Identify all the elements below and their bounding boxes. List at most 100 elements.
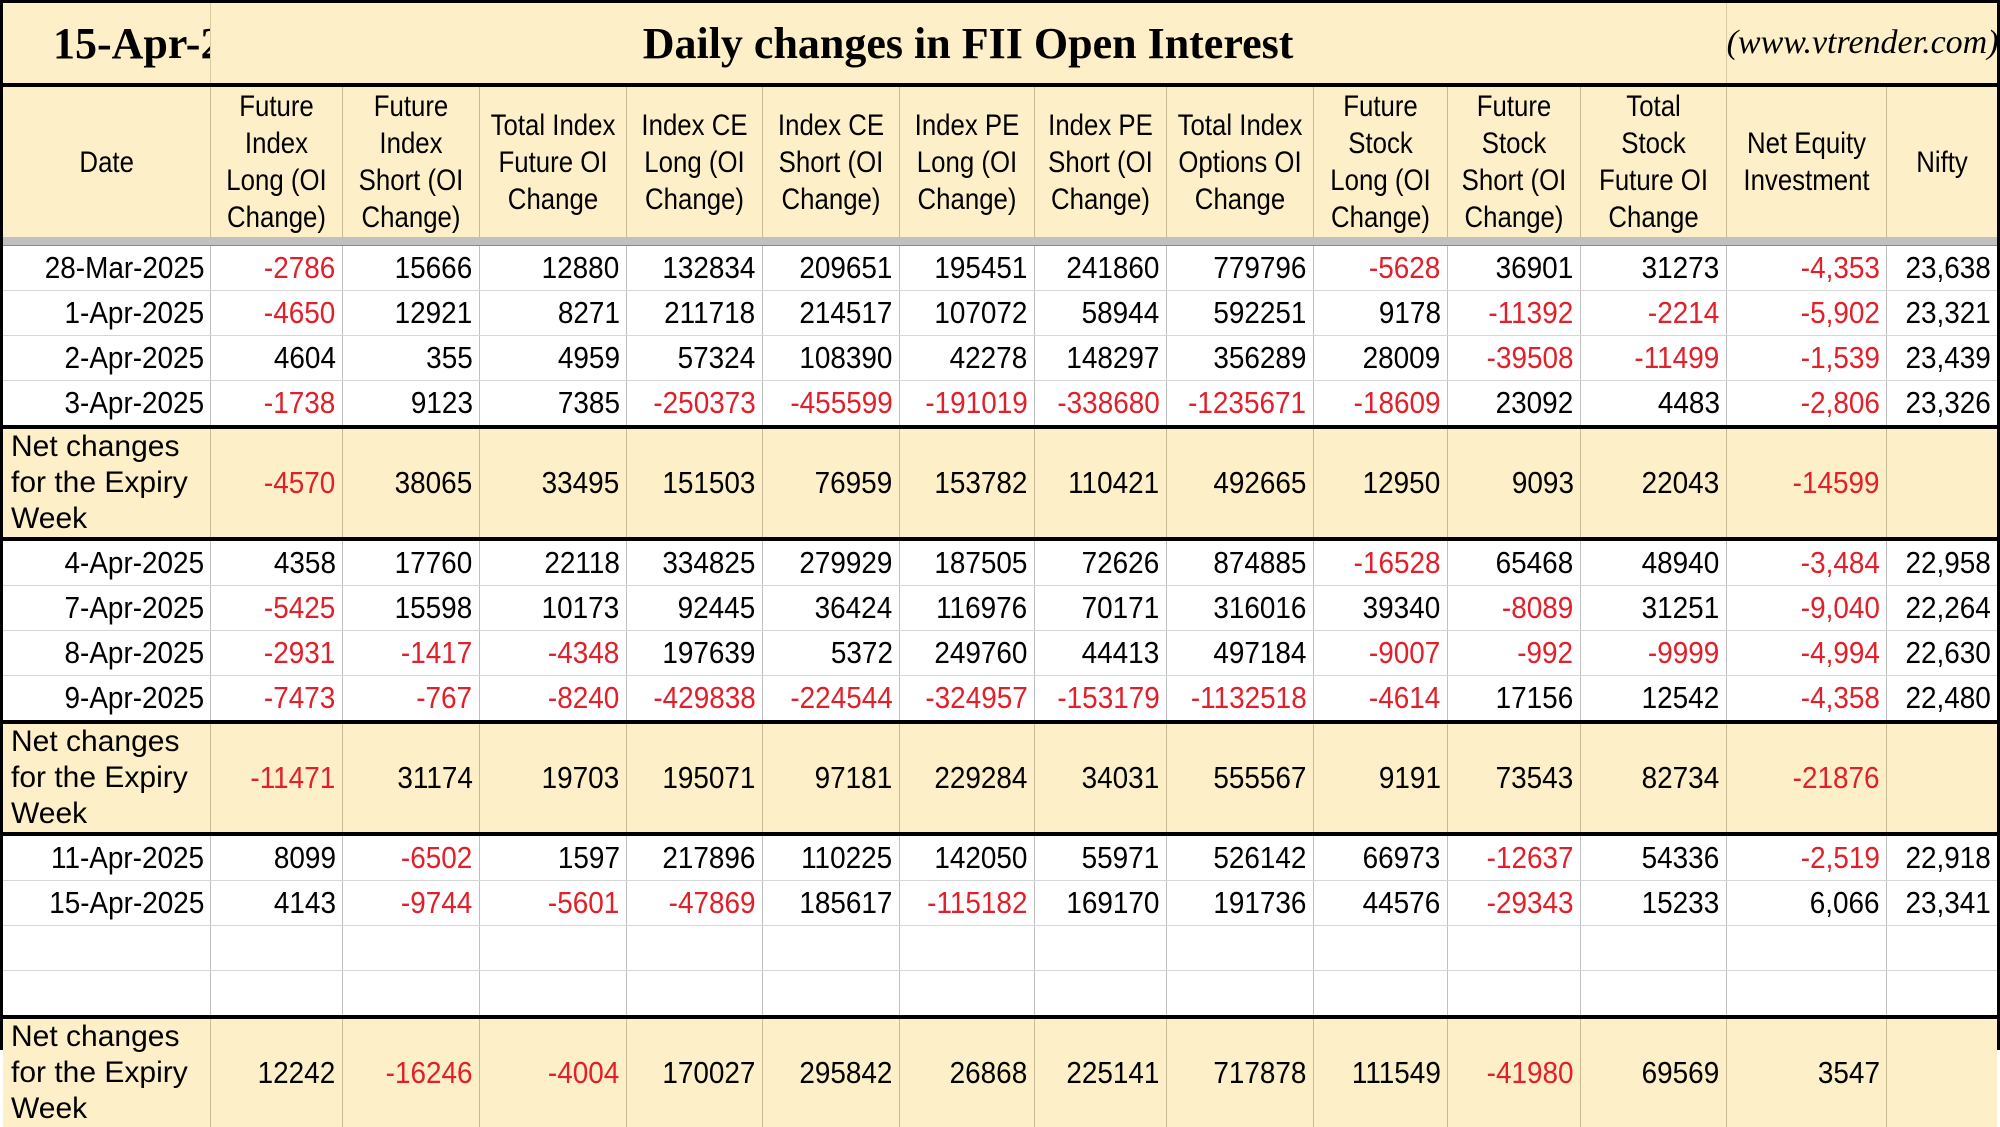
column-header: Future Index Long (OI Change): [210, 85, 343, 237]
table-cell: 70171: [1034, 585, 1167, 631]
table-cell: 58944: [1034, 290, 1167, 336]
cell-value: 15598: [394, 590, 473, 625]
table-cell: -4348: [479, 630, 627, 676]
date-cell: 8-Apr-2025: [3, 630, 211, 676]
cell-value: 8-Apr-2025: [64, 635, 205, 670]
cell-value: 9178: [1378, 295, 1441, 330]
summary-cell: -21876: [1726, 722, 1887, 836]
column-header: Index CE Long (OI Change): [626, 85, 763, 237]
table-cell: -11499: [1580, 335, 1727, 381]
summary-cell: -11471: [210, 722, 343, 836]
cell-value: -8089: [1502, 590, 1574, 625]
summary-cell: 12950: [1313, 427, 1448, 541]
cell-value: 12542: [1642, 680, 1720, 715]
table-cell: 15598: [342, 585, 480, 631]
cell-value: -1,539: [1800, 340, 1880, 375]
column-header: Future Stock Short (OI Change): [1447, 85, 1581, 237]
cell-value: -4,353: [1800, 250, 1880, 285]
table-cell: 4483: [1580, 380, 1727, 429]
cell-value: 874885: [1213, 545, 1307, 580]
table-row: 1-Apr-2025 -4650 12921 8271 211718 214517 1070…: [3, 290, 1998, 336]
table-cell: 22,958: [1886, 539, 1998, 586]
cell-value: -2,519: [1800, 840, 1880, 875]
cell-value: 69569: [1642, 1055, 1720, 1090]
column-header: Total Index Future OI Change: [479, 85, 627, 237]
summary-cell: 9093: [1447, 427, 1581, 541]
column-header-label: Future Stock Short (OI Change): [1461, 90, 1566, 234]
summary-cell: 9191: [1313, 722, 1448, 836]
summary-cell: 151503: [626, 427, 763, 541]
cell-value: 23,638: [1905, 250, 1992, 285]
empty-cell: [626, 925, 763, 971]
cell-value: -29343: [1486, 885, 1574, 920]
cell-value: 1597: [557, 840, 620, 875]
cell-value: -4,358: [1800, 680, 1880, 715]
cell-value: 107072: [934, 295, 1028, 330]
cell-value: 17156: [1495, 680, 1574, 715]
table-row: 2-Apr-2025 4604 355 4959 57324 108390 42278 148…: [3, 335, 1998, 381]
table-cell: 9178: [1313, 290, 1448, 336]
table-cell: 15666: [342, 245, 480, 291]
cell-value: 23,341: [1905, 885, 1992, 920]
table-cell: 110225: [762, 834, 900, 881]
table-row: 4-Apr-2025 4358 17760 22118 334825 279929 1875…: [3, 539, 1998, 586]
cell-value: 12880: [541, 250, 620, 285]
column-header-row: Date Future Index Long (OI Change) Future …: [3, 85, 1998, 237]
table-cell: -2,806: [1726, 380, 1887, 429]
table-cell: 779796: [1166, 245, 1314, 291]
cell-value: 225141: [1066, 1055, 1160, 1090]
summary-cell: 3547: [1726, 1017, 1887, 1127]
cell-value: -992: [1517, 635, 1574, 670]
cell-value: -9999: [1648, 635, 1720, 670]
table-cell: -4,358: [1726, 675, 1887, 724]
cell-value: -16528: [1353, 545, 1441, 580]
empty-cell: [1034, 925, 1167, 971]
empty-cell: [1166, 970, 1314, 1019]
table-cell: 23,341: [1886, 880, 1998, 926]
cell-value: 717878: [1213, 1055, 1307, 1090]
table-cell: 65468: [1447, 539, 1581, 586]
cell-value: 356289: [1213, 340, 1307, 375]
table-cell: 44413: [1034, 630, 1167, 676]
cell-value: 82734: [1642, 760, 1720, 795]
cell-value: 28009: [1362, 340, 1441, 375]
cell-value: 4-Apr-2025: [64, 545, 205, 580]
table-cell: 185617: [762, 880, 900, 926]
cell-value: -224544: [790, 680, 893, 715]
cell-value: 209651: [799, 250, 893, 285]
cell-value: -3,484: [1800, 545, 1880, 580]
empty-cell: [1580, 925, 1727, 971]
table-cell: -9,040: [1726, 585, 1887, 631]
cell-value: 8271: [557, 295, 620, 330]
table-cell: 48940: [1580, 539, 1727, 586]
table-cell: -5,902: [1726, 290, 1887, 336]
empty-cell: [210, 970, 343, 1019]
cell-value: 33495: [541, 465, 620, 500]
table-cell: 211718: [626, 290, 763, 336]
summary-cell: 111549: [1313, 1017, 1448, 1127]
table-cell: -8240: [479, 675, 627, 724]
table-cell: -4614: [1313, 675, 1448, 724]
cell-value: 195451: [934, 250, 1028, 285]
column-header: Total Index Options OI Change: [1166, 85, 1314, 237]
table-cell: -5425: [210, 585, 343, 631]
table-cell: 241860: [1034, 245, 1167, 291]
cell-value: 214517: [799, 295, 893, 330]
cell-value: 217896: [662, 840, 756, 875]
table-cell: 116976: [899, 585, 1035, 631]
table-cell: 92445: [626, 585, 763, 631]
cell-value: 57324: [677, 340, 756, 375]
column-header-label: Date: [78, 145, 134, 179]
empty-row: [3, 970, 1998, 1019]
column-header-label: Index PE Long (OI Change): [914, 108, 1019, 216]
table-cell: -7473: [210, 675, 343, 724]
cell-value: -14599: [1792, 465, 1880, 500]
date-cell: 4-Apr-2025: [3, 539, 211, 586]
column-header-label: Future Index Short (OI Change): [358, 90, 463, 234]
summary-cell: [1886, 1017, 1998, 1127]
table-row: 7-Apr-2025 -5425 15598 10173 92445 36424 11697…: [3, 585, 1998, 631]
cell-value: -5628: [1369, 250, 1441, 285]
summary-cell: -16246: [342, 1017, 480, 1127]
summary-cell: 153782: [899, 427, 1035, 541]
table-cell: -324957: [899, 675, 1035, 724]
